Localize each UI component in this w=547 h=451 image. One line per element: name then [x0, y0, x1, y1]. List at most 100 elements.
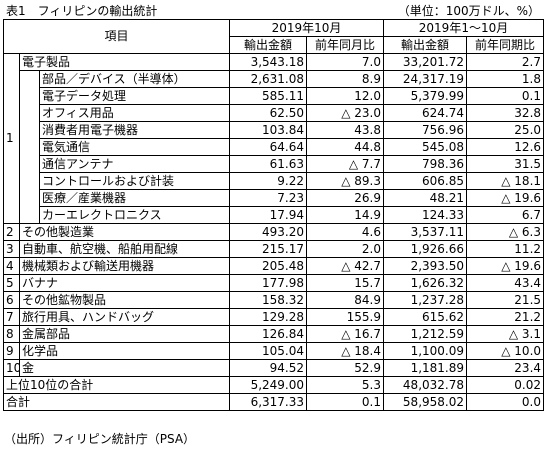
- yoy-ytd: 43.4: [465, 274, 545, 292]
- value-ytd: 3,537.11: [383, 223, 467, 241]
- table-row: 1 電子製品 3,543.18 7.0 33,201.72 2.7: [3, 53, 545, 224]
- sub-item-name: 通信アンテナ: [39, 155, 230, 173]
- grand-total-row: 合計 6,317.33 0.1 58,958.02 0.0: [3, 393, 545, 411]
- yoy-month: 15.7: [306, 274, 384, 292]
- header-item: 項目: [3, 19, 230, 54]
- value-ytd: 5,379.99: [383, 87, 467, 105]
- header-period-ytd: 2019年1～10月: [382, 19, 545, 37]
- yoy-ytd: 1.8: [465, 70, 545, 88]
- yoy-ytd: 32.8: [465, 104, 545, 122]
- value-ytd: 1,926.66: [383, 240, 467, 258]
- table-row: 8 金属部品 126.84 △ 16.7 1,212.59 △ 3.1: [3, 325, 545, 343]
- table-row: 2 その他製造業 493.20 4.6 3,537.11 △ 6.3: [3, 223, 545, 241]
- rank-cell: 10: [3, 359, 20, 377]
- table-row: 通信アンテナ 61.63 △ 7.7 798.36 31.5: [4, 155, 545, 173]
- value-month: 493.20: [229, 223, 307, 241]
- yoy-month: 2.0: [306, 240, 384, 258]
- yoy-month: △ 16.7: [306, 325, 384, 343]
- table-row: 9 化学品 105.04 △ 18.4 1,100.09 △ 10.0: [3, 342, 545, 360]
- sub-item-name: 電子データ処理: [39, 87, 230, 105]
- header-yoy-month: 前年同月比: [306, 36, 384, 54]
- table-row: コントロールおよび計装 9.22 △ 89.3 606.85 △ 18.1: [4, 172, 545, 190]
- value-ytd: 756.96: [383, 121, 467, 139]
- table-row: 電子データ処理 585.11 12.0 5,379.99 0.1: [4, 87, 545, 105]
- item-name: 化学品: [19, 342, 230, 360]
- yoy-month: 7.0: [306, 53, 384, 71]
- sub-item-name: 部品／デバイス（半導体）: [39, 70, 230, 88]
- item-name: 金属部品: [19, 325, 230, 343]
- yoy-ytd: △ 10.0: [465, 342, 545, 360]
- rank-cell: 2: [3, 223, 20, 241]
- rank-cell: 8: [3, 325, 20, 343]
- value-ytd: 58,958.02: [383, 393, 467, 411]
- rank-cell: 4: [3, 257, 20, 275]
- yoy-month: 52.9: [306, 359, 384, 377]
- table-row: 5 バナナ 177.98 15.7 1,626.32 43.4: [3, 274, 545, 292]
- yoy-ytd: △ 19.6: [465, 257, 545, 275]
- value-month: 215.17: [229, 240, 307, 258]
- rank-cell: 3: [3, 240, 20, 258]
- yoy-ytd: 31.5: [465, 155, 545, 173]
- value-month: 5,249.00: [229, 376, 307, 394]
- yoy-ytd: 11.2: [465, 240, 545, 258]
- table-row: 10 金 94.52 52.9 1,181.89 23.4: [3, 359, 545, 377]
- value-month: 17.94: [229, 206, 307, 224]
- yoy-ytd: 23.4: [465, 359, 545, 377]
- yoy-month: 8.9: [306, 70, 384, 88]
- yoy-month: 44.8: [306, 138, 384, 156]
- header-row-1: 項目 2019年10月 2019年1～10月: [3, 19, 545, 54]
- yoy-ytd: 21.2: [465, 308, 545, 326]
- yoy-ytd: △ 3.1: [465, 325, 545, 343]
- yoy-month: △ 7.7: [306, 155, 384, 173]
- value-month: 61.63: [229, 155, 307, 173]
- header-amount-ytd: 輸出金額: [383, 36, 467, 54]
- value-month: 103.84: [229, 121, 307, 139]
- item-name: 上位10位の合計: [3, 376, 230, 394]
- table-caption: 表1 フィリピンの輸出統計: [6, 4, 158, 18]
- value-ytd: 1,100.09: [383, 342, 467, 360]
- value-ytd: 606.85: [383, 172, 467, 190]
- value-ytd: 1,212.59: [383, 325, 467, 343]
- yoy-month: 155.9: [306, 308, 384, 326]
- table-row: 電気通信 64.64 44.8 545.08 12.6: [4, 138, 545, 156]
- top10-total-row: 上位10位の合計 5,249.00 5.3 48,032.78 0.02: [3, 376, 545, 394]
- value-month: 6,317.33: [229, 393, 307, 411]
- yoy-ytd: 12.6: [465, 138, 545, 156]
- value-month: 585.11: [229, 87, 307, 105]
- yoy-ytd: 6.7: [465, 206, 545, 224]
- value-month: 9.22: [229, 172, 307, 190]
- table-row: 4 機械類および輸送用機器 205.48 △ 42.7 2,393.50 △ 1…: [3, 257, 545, 275]
- export-statistics-table: 項目 2019年10月 2019年1～10月 輸出金額 前年同月比 輸出金額 前…: [3, 19, 545, 411]
- header-amount-month: 輸出金額: [229, 36, 307, 54]
- yoy-ytd: 2.7: [465, 53, 545, 71]
- yoy-month: 43.8: [306, 121, 384, 139]
- item-name: 自動車、航空機、船舶用配線: [19, 240, 230, 258]
- indent-cell: [19, 70, 40, 224]
- value-month: 158.32: [229, 291, 307, 309]
- value-ytd: 48,032.78: [383, 376, 467, 394]
- table-row: オフィス用品 62.50 △ 23.0 624.74 32.8: [4, 104, 545, 122]
- rank-cell: 1: [3, 53, 20, 224]
- sub-item-name: コントロールおよび計装: [39, 172, 230, 190]
- sub-item-name: 医療／産業機器: [39, 189, 230, 207]
- table-row: 消費者用電子機器 103.84 43.8 756.96 25.0: [4, 121, 545, 139]
- yoy-ytd: 0.02: [465, 376, 545, 394]
- value-month: 126.84: [229, 325, 307, 343]
- yoy-ytd: 25.0: [465, 121, 545, 139]
- item-name: バナナ: [19, 274, 230, 292]
- yoy-ytd: △ 6.3: [465, 223, 545, 241]
- yoy-month: △ 18.4: [306, 342, 384, 360]
- value-ytd: 624.74: [383, 104, 467, 122]
- table-row: 部品／デバイス（半導体） 2,631.08 8.9 24,317.19 1.8: [4, 70, 545, 224]
- yoy-month: △ 89.3: [306, 172, 384, 190]
- yoy-ytd: 0.0: [465, 393, 545, 411]
- item-name: 機械類および輸送用機器: [19, 257, 230, 275]
- source-note: （出所）フィリピン統計庁（PSA）: [4, 432, 196, 446]
- value-ytd: 1,181.89: [383, 359, 467, 377]
- yoy-month: 84.9: [306, 291, 384, 309]
- sub-item-name: カーエレクトロニクス: [39, 206, 230, 224]
- yoy-month: 14.9: [306, 206, 384, 224]
- table-row: 6 その他鉱物製品 158.32 84.9 1,237.28 21.5: [3, 291, 545, 309]
- header-period-month: 2019年10月: [229, 19, 384, 37]
- value-month: 64.64: [229, 138, 307, 156]
